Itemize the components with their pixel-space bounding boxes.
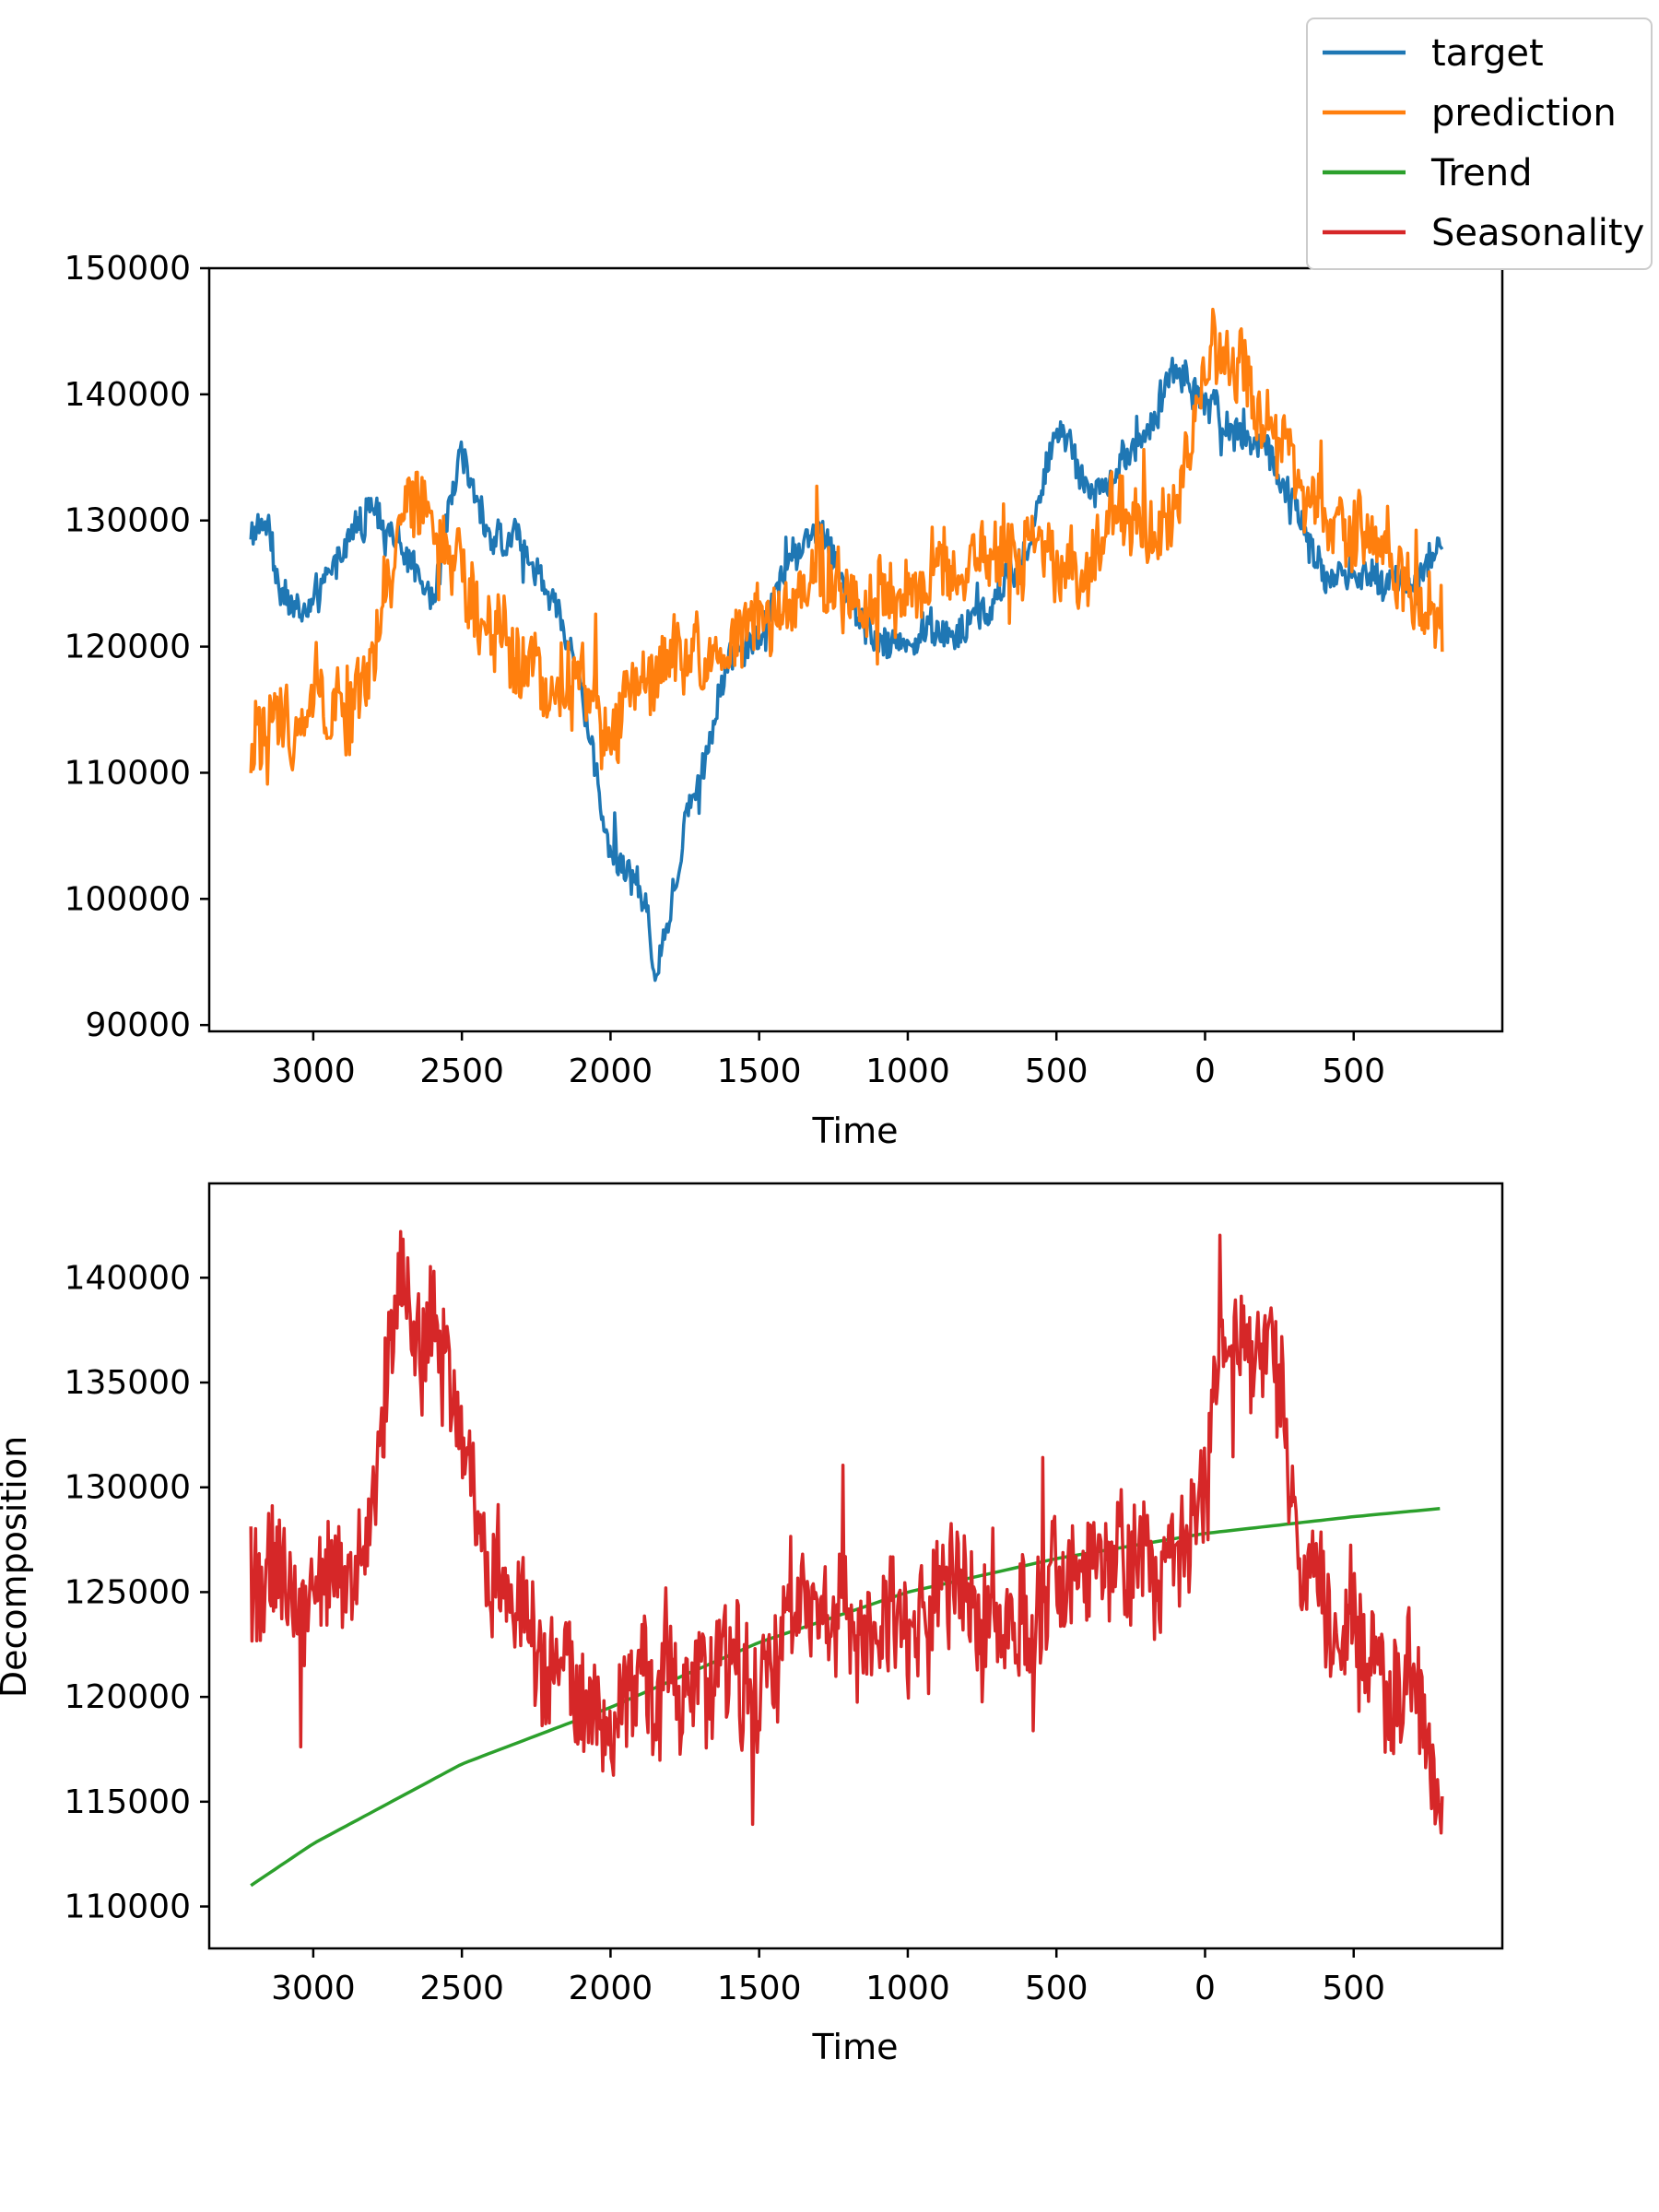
- legend-label-seasonality: Seasonality: [1431, 212, 1644, 254]
- bottom-x-tick-label: 0: [1194, 1970, 1216, 2007]
- top-x-tick-label: 3000: [271, 1053, 356, 1090]
- bottom-ticks: 3000 2500 2000 1500 1000 500 0 500 110000 115000 1…: [65, 1259, 1386, 2007]
- top-x-tick-label: 1500: [717, 1053, 802, 1090]
- bottom-y-tick-label: 110000: [65, 1888, 191, 1926]
- bottom-x-tick-label: 1500: [717, 1970, 802, 2007]
- top-y-tick-label: 100000: [65, 880, 191, 918]
- top-y-tick-label: 130000: [65, 502, 191, 540]
- bottom-y-tick-label: 120000: [65, 1678, 191, 1716]
- top-series: [249, 307, 1444, 982]
- top-x-tick-label: 500: [1322, 1053, 1385, 1090]
- bottom-x-tick-label: 3000: [271, 1970, 356, 2007]
- legend-label-prediction: prediction: [1431, 92, 1617, 135]
- bottom-x-tick-label: 1000: [865, 1970, 950, 2007]
- bottom-y-tick-label: 115000: [65, 1783, 191, 1821]
- top-y-tick-label: 120000: [65, 629, 191, 666]
- bottom-panel: 3000 2500 2000 1500 1000 500 0 500 110000 115000 1…: [0, 1182, 1504, 2067]
- top-y-tick-label: 90000: [85, 1006, 191, 1044]
- top-x-tick-label: 1000: [865, 1053, 950, 1090]
- legend-box: [1306, 18, 1653, 270]
- bottom-x-tick-label: 500: [1025, 1970, 1088, 2007]
- bottom-x-tick-label: 2000: [569, 1970, 653, 2007]
- top-x-tick-label: 2500: [419, 1053, 504, 1090]
- legend-label-target: target: [1431, 32, 1544, 75]
- bottom-x-axis-title: Time: [812, 2027, 899, 2067]
- bottom-x-tick-label: 2500: [419, 1970, 504, 2007]
- bottom-y-axis-title: Decomposition: [0, 1436, 34, 1698]
- bottom-y-tick-label: 130000: [65, 1469, 191, 1507]
- top-panel: 3000 2500 2000 1500 1000 500 0 500 90000 100000 11…: [65, 250, 1504, 1151]
- bottom-y-tick-label: 125000: [65, 1573, 191, 1611]
- legend-label-trend: Trend: [1430, 152, 1532, 194]
- bottom-y-tick-label: 140000: [65, 1259, 191, 1297]
- bottom-y-tick-label: 135000: [65, 1364, 191, 1402]
- bottom-x-tick-label: 500: [1322, 1970, 1385, 2007]
- top-plot-frame: [207, 266, 1504, 1033]
- top-ticks: 3000 2500 2000 1500 1000 500 0 500 90000 100000 11…: [65, 250, 1386, 1090]
- bottom-series: [249, 1230, 1444, 1888]
- series-line-prediction: [249, 307, 1444, 786]
- top-y-tick-label: 110000: [65, 754, 191, 792]
- top-x-tick-label: 500: [1025, 1053, 1088, 1090]
- top-x-tick-label: 0: [1194, 1053, 1216, 1090]
- top-x-tick-label: 2000: [569, 1053, 653, 1090]
- series-line-seasonality: [249, 1230, 1444, 1835]
- top-y-tick-label: 140000: [65, 376, 191, 414]
- top-x-axis-title: Time: [812, 1111, 899, 1151]
- top-y-tick-label: 150000: [65, 250, 191, 288]
- legend: target prediction Trend Seasonality: [1306, 18, 1653, 270]
